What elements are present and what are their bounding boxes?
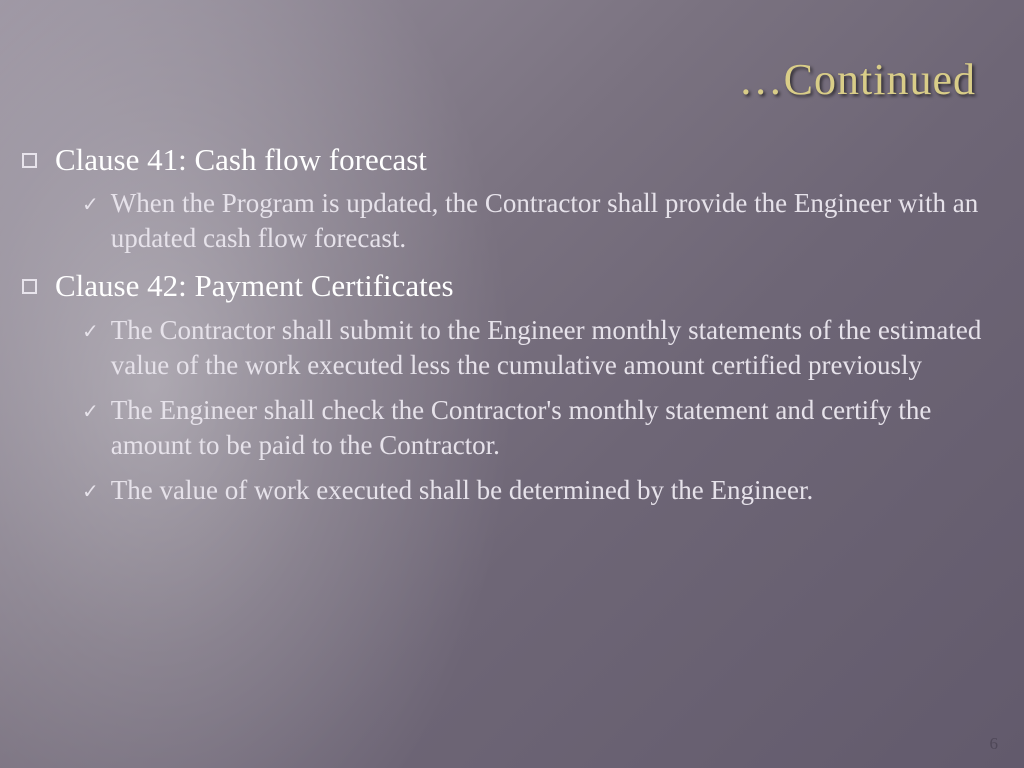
bullet-level1: Clause 41: Cash flow forecast <box>22 140 994 180</box>
bullet-text: Clause 42: Payment Certificates <box>55 266 454 306</box>
bullet-text: Clause 41: Cash flow forecast <box>55 140 427 180</box>
bullet-text: The Contractor shall submit to the Engin… <box>111 313 994 383</box>
bullet-text: When the Program is updated, the Contrac… <box>111 186 994 256</box>
square-bullet-icon <box>22 153 37 168</box>
check-icon: ✓ <box>82 479 99 504</box>
page-number: 6 <box>990 734 999 754</box>
check-icon: ✓ <box>82 399 99 424</box>
slide-title: …Continued <box>739 54 976 105</box>
bullet-level2: ✓ The Engineer shall check the Contracto… <box>82 393 994 463</box>
check-icon: ✓ <box>82 319 99 344</box>
bullet-level2: ✓ When the Program is updated, the Contr… <box>82 186 994 256</box>
bullet-level2: ✓ The value of work executed shall be de… <box>82 473 994 508</box>
bullet-level2: ✓ The Contractor shall submit to the Eng… <box>82 313 994 383</box>
slide-body: Clause 41: Cash flow forecast ✓ When the… <box>22 140 994 518</box>
slide: …Continued Clause 41: Cash flow forecast… <box>0 0 1024 768</box>
bullet-text: The Engineer shall check the Contractor'… <box>111 393 994 463</box>
bullet-level1: Clause 42: Payment Certificates <box>22 266 994 306</box>
square-bullet-icon <box>22 279 37 294</box>
check-icon: ✓ <box>82 192 99 217</box>
bullet-text: The value of work executed shall be dete… <box>111 473 814 508</box>
